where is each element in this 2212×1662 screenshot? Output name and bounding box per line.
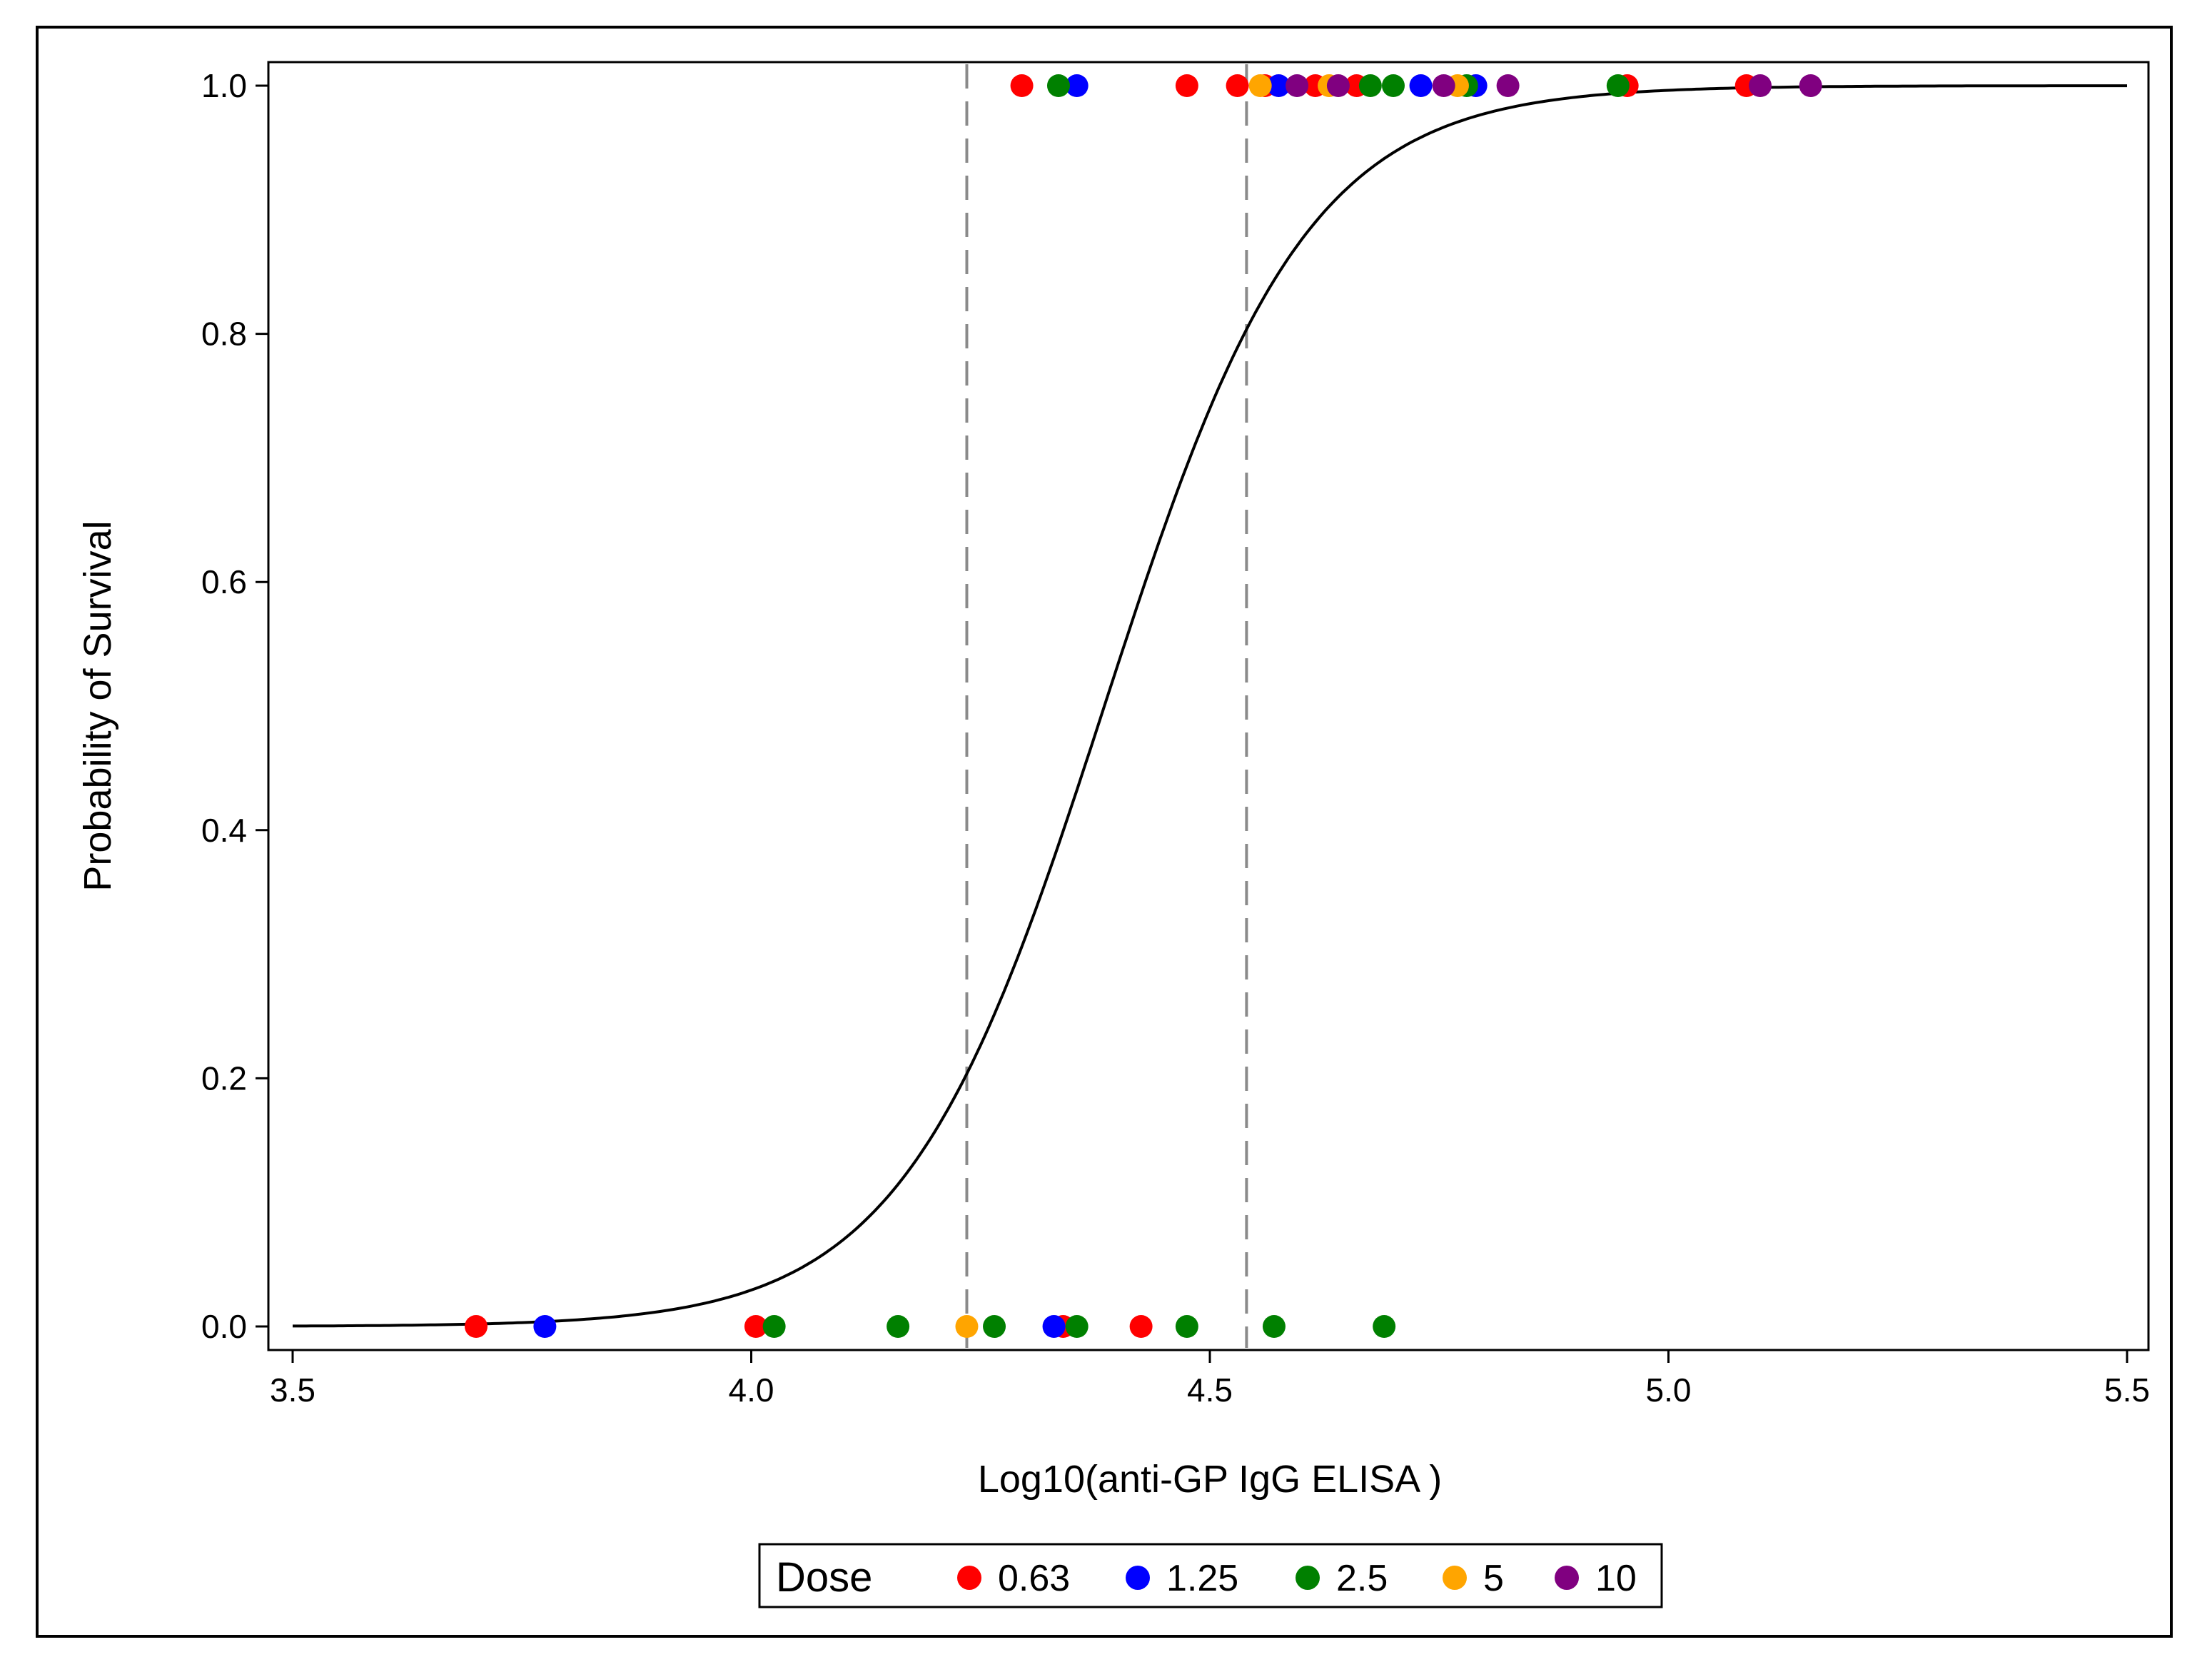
x-tick-label: 4.5 (1187, 1371, 1233, 1409)
legend-box (758, 1543, 1663, 1608)
x-tick-label: 4.0 (729, 1371, 774, 1409)
x-axis-title: Log10(anti-GP IgG ELISA ) (978, 1458, 1442, 1501)
data-point-dose-2.5 (1382, 74, 1405, 97)
data-point-dose-1.25 (1065, 74, 1089, 97)
data-point-dose-2.5 (1262, 1315, 1286, 1338)
x-tick-label: 3.5 (270, 1371, 315, 1409)
x-tick-label: 5.0 (1646, 1371, 1692, 1409)
y-axis: 0.0 0.2 0.4 0.6 0.8 1.0 (201, 67, 268, 1345)
data-point-dose-2.5 (1373, 1315, 1396, 1338)
data-point-dose-2.5 (1065, 1315, 1089, 1338)
legend-marker-5 (1443, 1566, 1467, 1590)
data-point-dose-10 (1326, 74, 1350, 97)
reference-lines (965, 64, 1248, 1348)
data-point-dose-0.63 (465, 1315, 488, 1338)
legend-marker-10 (1555, 1566, 1579, 1590)
legend-marker-0.63 (957, 1566, 981, 1590)
data-point-dose-5 (1248, 74, 1272, 97)
y-tick-label: 0.4 (201, 812, 247, 849)
legend-label: 2.5 (1336, 1558, 1388, 1599)
y-tick-label: 0.6 (201, 563, 247, 600)
x-axis: 3.5 4.0 4.5 5.0 5.5 (270, 1350, 2150, 1409)
y-tick-label: 0.2 (201, 1059, 247, 1097)
data-point-dose-10 (1432, 74, 1455, 97)
data-point-dose-2.5 (1175, 1315, 1198, 1338)
data-point-dose-0.63 (1226, 74, 1249, 97)
data-point-dose-10 (1799, 74, 1822, 97)
legend-items: 0.63 1.25 2.5 5 10 (957, 1558, 1637, 1599)
legend-label: 10 (1595, 1558, 1637, 1599)
legend-title: Dose (776, 1554, 872, 1601)
x-tick-label: 5.5 (2104, 1371, 2150, 1409)
legend-label: 5 (1483, 1558, 1504, 1599)
data-point-dose-2.5 (983, 1315, 1006, 1338)
data-points-layer (465, 74, 1822, 1338)
data-point-dose-2.5 (1358, 74, 1382, 97)
data-point-dose-0.63 (1010, 74, 1034, 97)
data-point-dose-10 (1286, 74, 1309, 97)
data-point-dose-2.5 (1606, 74, 1630, 97)
legend: Dose 0.63 1.25 2.5 5 10 (758, 1543, 1663, 1608)
y-tick-label: 0.8 (201, 316, 247, 353)
data-point-dose-1.25 (1409, 74, 1433, 97)
data-point-dose-2.5 (887, 1315, 910, 1338)
data-point-dose-0.63 (1175, 74, 1198, 97)
legend-label: 0.63 (998, 1558, 1070, 1599)
data-point-dose-5 (955, 1315, 979, 1338)
data-point-dose-0.63 (744, 1315, 767, 1338)
data-point-dose-1.25 (533, 1315, 557, 1338)
data-point-dose-0.63 (1129, 1315, 1153, 1338)
legend-label: 1.25 (1166, 1558, 1238, 1599)
outer-frame (36, 26, 2173, 1638)
data-point-dose-10 (1496, 74, 1520, 97)
y-axis-title: Probability of Survival (76, 520, 119, 891)
data-point-dose-1.25 (1042, 1315, 1066, 1338)
y-tick-label: 1.0 (201, 67, 247, 104)
data-point-dose-2.5 (1046, 74, 1070, 97)
data-point-dose-1.25 (1267, 74, 1291, 97)
y-tick-label: 0.0 (201, 1308, 247, 1345)
plot-frame (267, 61, 2150, 1351)
data-point-dose-10 (1749, 74, 1772, 97)
legend-marker-2.5 (1296, 1566, 1320, 1590)
legend-marker-1.25 (1126, 1566, 1150, 1590)
data-point-dose-2.5 (762, 1315, 786, 1338)
